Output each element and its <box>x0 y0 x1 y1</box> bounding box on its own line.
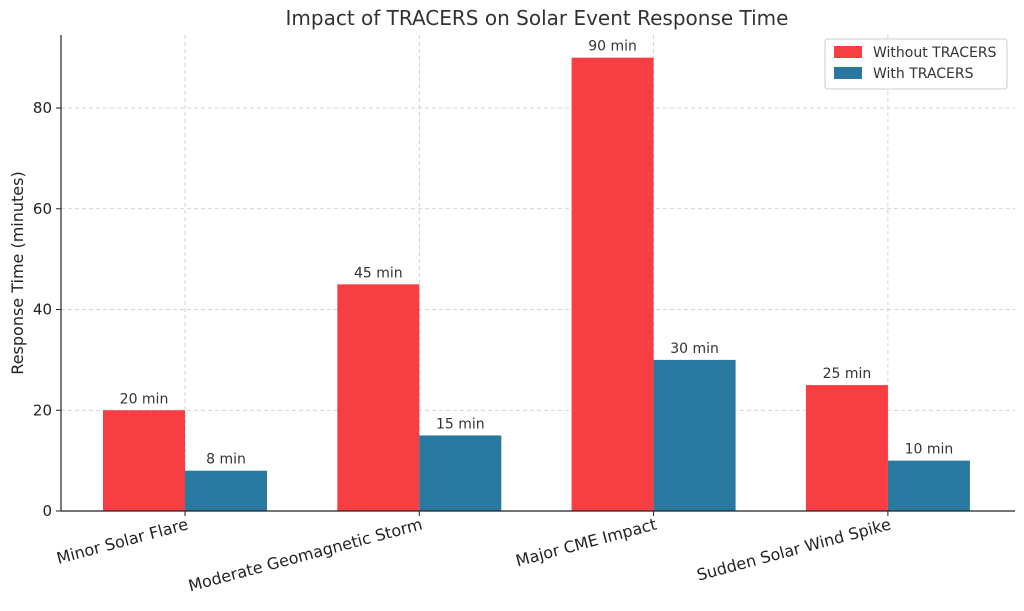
bar-data-label: 45 min <box>354 265 403 281</box>
bar <box>419 435 502 511</box>
bar <box>185 470 267 511</box>
chart-title: Impact of TRACERS on Solar Event Respons… <box>286 6 789 30</box>
x-tick-label: Major CME Impact <box>514 515 659 571</box>
bar-data-label: 25 min <box>823 366 872 382</box>
axes <box>60 35 1015 512</box>
x-tick-label: Moderate Geomagnetic Storm <box>186 515 424 596</box>
y-tick-label: 80 <box>33 99 52 117</box>
x-tick-label: Minor Solar Flare <box>54 515 190 568</box>
legend: Without TRACERS With TRACERS <box>824 38 1008 90</box>
bar <box>805 385 888 511</box>
bar <box>571 57 654 512</box>
y-tick-label: 20 <box>33 401 52 419</box>
bars <box>103 57 970 512</box>
legend-swatch <box>834 46 862 58</box>
bar-data-label: 90 min <box>588 39 637 55</box>
y-tick-label: 40 <box>33 301 52 319</box>
bar-data-label: 30 min <box>670 341 719 357</box>
legend-frame <box>824 38 1008 90</box>
bar <box>653 359 736 511</box>
legend-swatch <box>834 67 862 79</box>
bar-data-label: 20 min <box>120 391 169 407</box>
x-tick-label: Sudden Solar Wind Spike <box>695 515 893 585</box>
data-labels: 20 min 45 min 90 min 25 min 8 min 15 min 30 mi… <box>120 39 954 468</box>
y-axis-label: Response Time (minutes) <box>8 171 27 374</box>
bar-data-label: 15 min <box>436 416 485 432</box>
y-axis-ticks: 0 20 40 60 80 <box>33 99 61 520</box>
bar-data-label: 8 min <box>206 452 246 468</box>
bar <box>887 460 970 511</box>
y-tick-label: 60 <box>33 200 52 218</box>
legend-label: With TRACERS <box>873 66 974 82</box>
bar <box>103 410 185 511</box>
legend-label: Without TRACERS <box>873 45 997 61</box>
y-tick-label: 0 <box>42 502 52 520</box>
bar-data-label: 10 min <box>905 442 954 458</box>
bar <box>337 284 420 511</box>
